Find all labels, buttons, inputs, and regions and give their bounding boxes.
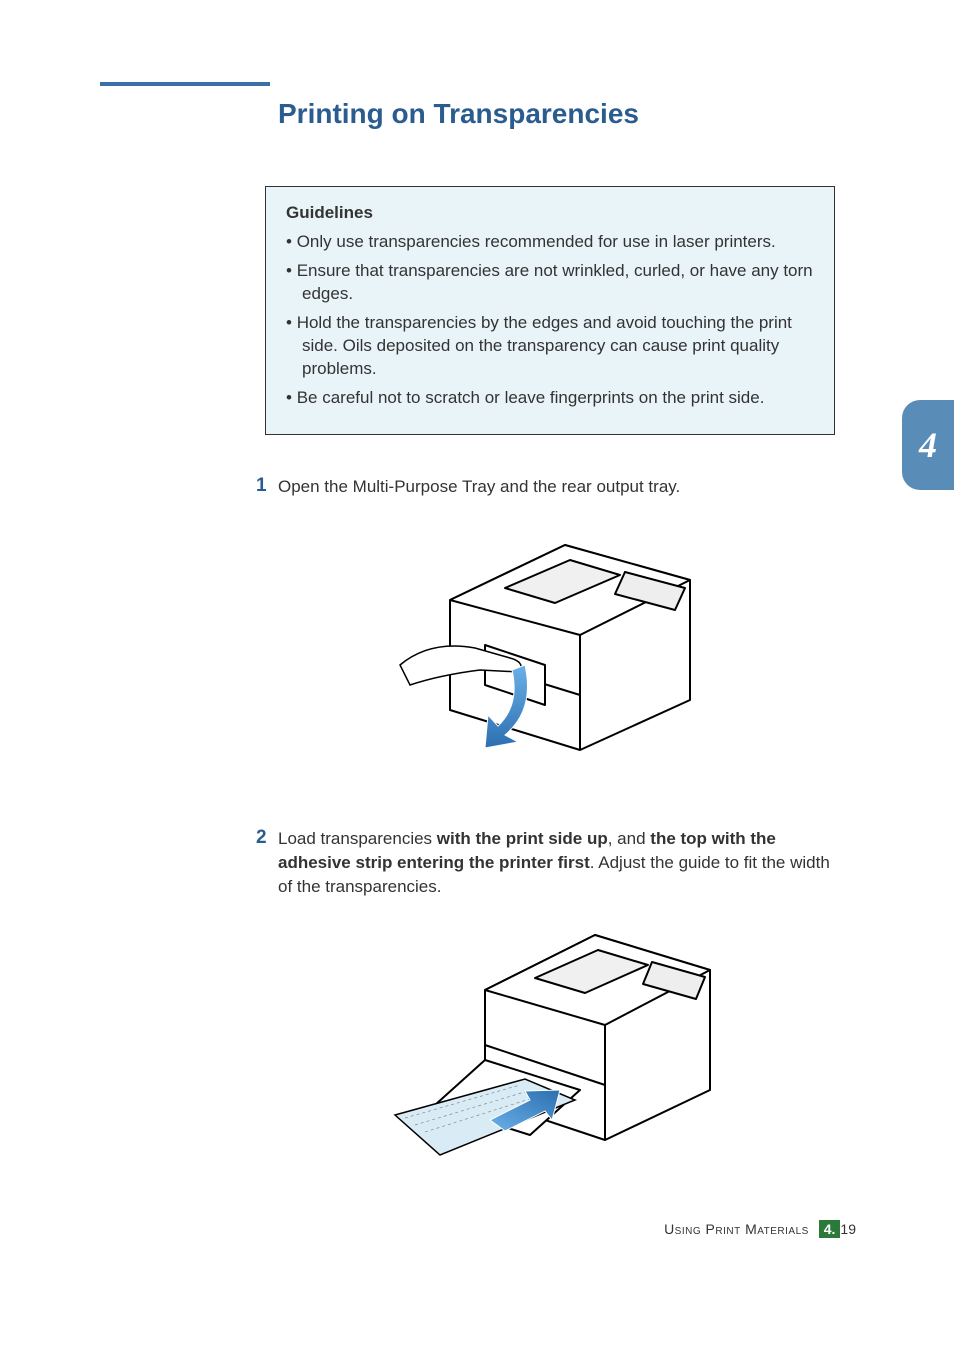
- guideline-item: Be careful not to scratch or leave finge…: [286, 387, 814, 410]
- chapter-tab: 4: [902, 400, 954, 490]
- guidelines-heading: Guidelines: [286, 203, 814, 223]
- guideline-item: Only use transparencies recommended for …: [286, 231, 814, 254]
- footer-section: Using Print Materials: [664, 1221, 809, 1237]
- step-text: Load transparencies with the print side …: [278, 827, 838, 898]
- step-text: Open the Multi-Purpose Tray and the rear…: [278, 475, 838, 499]
- step-number: 1: [256, 475, 267, 497]
- chapter-tab-number: 4: [919, 424, 937, 466]
- footer-chapter: 4.: [819, 1220, 841, 1238]
- step-2: 2 Load transparencies with the print sid…: [278, 827, 838, 898]
- step-number: 2: [256, 827, 267, 849]
- illustration-open-tray: [390, 510, 720, 780]
- page-footer: Using Print Materials 4.19: [664, 1220, 856, 1238]
- guidelines-list: Only use transparencies recommended for …: [286, 231, 814, 410]
- footer-page-number: 19: [840, 1221, 856, 1237]
- step-1: 1 Open the Multi-Purpose Tray and the re…: [278, 475, 838, 499]
- guideline-item: Ensure that transparencies are not wrink…: [286, 260, 814, 306]
- page-title: Printing on Transparencies: [278, 98, 639, 130]
- guideline-item: Hold the transparencies by the edges and…: [286, 312, 814, 381]
- illustration-load-transparency: [380, 905, 720, 1185]
- guidelines-box: Guidelines Only use transparencies recom…: [265, 186, 835, 435]
- header-rule: [100, 82, 270, 86]
